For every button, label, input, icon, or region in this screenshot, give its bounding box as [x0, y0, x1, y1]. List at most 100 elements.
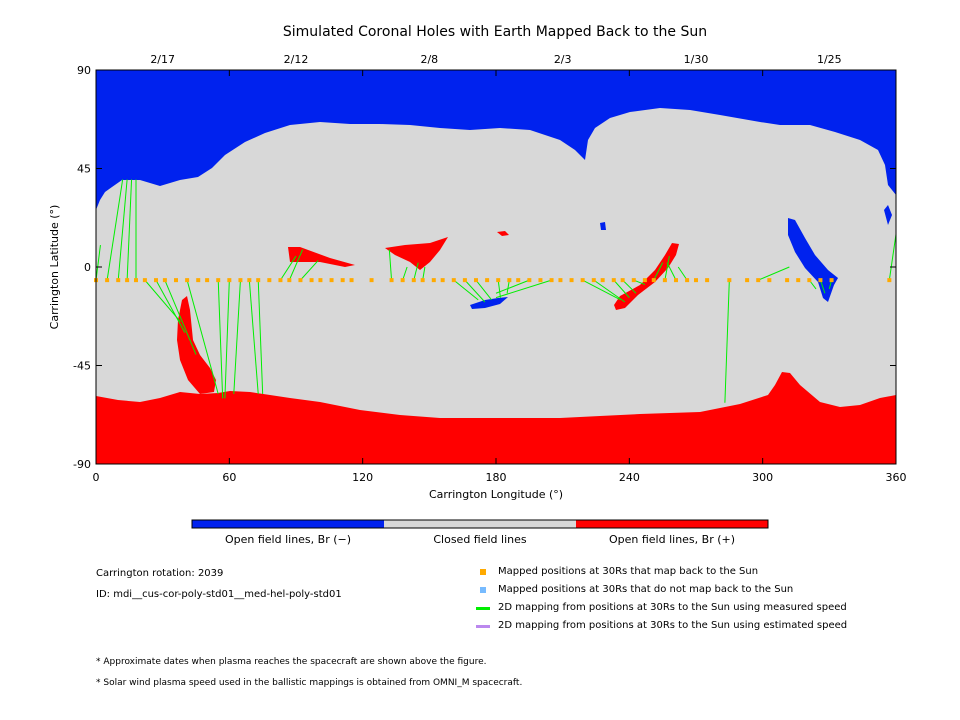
mapped-point: [116, 278, 121, 283]
mapping-line: [126, 179, 133, 281]
footnote-omni: * Solar wind plasma speed used in the ba…: [96, 678, 523, 688]
mapped-point: [705, 278, 710, 283]
carrington-rotation-text: Carrington rotation: 2039: [96, 568, 224, 579]
mapped-point: [451, 278, 456, 283]
mapped-point: [756, 278, 761, 283]
footnote-dates: * Approximate dates when plasma reaches …: [96, 657, 487, 667]
colorbar-negative: [192, 520, 384, 528]
mapped-point: [642, 278, 647, 283]
mapped-point: [674, 278, 678, 283]
plot-area: [94, 69, 897, 465]
mapped-point: [887, 278, 892, 283]
mapped-point: [174, 278, 178, 283]
mapped-point: [462, 278, 467, 283]
mapped-point: [785, 278, 790, 283]
y-tick-label: -45: [73, 360, 91, 373]
mapped-point: [238, 278, 243, 283]
y-tick-label: -90: [73, 458, 91, 471]
mapping-line: [155, 279, 186, 333]
negative-speck-coronal-hole: [600, 222, 606, 230]
purple-line-icon: [476, 625, 490, 628]
mapping-line: [888, 234, 897, 281]
mapping-line: [300, 260, 319, 281]
negative-equatorial-coronal-hole-2: [788, 218, 838, 302]
x-tick-label: 360: [886, 471, 907, 484]
legend-label: Mapped positions at 30Rs that map back t…: [498, 566, 759, 577]
positive-wedge-coronal-hole-2: [385, 237, 448, 270]
mapping-line: [453, 279, 479, 301]
south-coronal-hole: [96, 372, 896, 464]
mapping-line: [593, 279, 626, 303]
mapping-line: [257, 280, 264, 394]
mapping-line: [413, 262, 419, 281]
model-id-text: ID: mdi__cus-cor-poly-std01__med-hel-pol…: [96, 589, 342, 600]
mapped-point: [620, 278, 625, 283]
mapping-line: [95, 245, 101, 281]
colorbar-label-positive: Open field lines, Br (+): [608, 533, 736, 546]
mapping-line: [388, 249, 393, 281]
x-tick-label: 180: [486, 471, 507, 484]
mapped-point: [340, 278, 345, 283]
mapping-line: [724, 280, 730, 403]
mapped-point: [185, 278, 190, 283]
colorbar-label-negative: Open field lines, Br (−): [224, 533, 352, 546]
mapped-point: [558, 278, 563, 283]
mapping-line: [464, 279, 486, 303]
date-label: 2/17: [150, 53, 175, 66]
mapped-point: [318, 278, 323, 283]
mapped-point: [134, 278, 138, 283]
mapping-line: [164, 279, 197, 355]
mapped-point: [600, 278, 605, 283]
mapping-line: [233, 280, 241, 394]
mapping-line: [613, 279, 630, 298]
mapped-point: [431, 278, 436, 283]
mapped-point: [154, 278, 158, 283]
mapped-point: [745, 278, 750, 283]
y-tick-label: 90: [77, 64, 91, 77]
mapped-point: [474, 278, 478, 283]
positive-tongue-coronal-hole: [177, 296, 216, 394]
mapped-point: [400, 278, 405, 283]
mapping-line: [677, 266, 688, 281]
x-axis-label: Carrington Longitude (°): [429, 488, 563, 501]
mapped-points: [94, 278, 892, 283]
mapped-point: [611, 278, 616, 283]
positive-wedge-coronal-hole-1: [288, 247, 355, 267]
mapped-point: [227, 278, 232, 283]
positive-speck-coronal-hole: [497, 231, 509, 236]
mapped-point: [662, 278, 667, 283]
mapped-point: [105, 278, 110, 283]
chart-title: Simulated Coronal Holes with Earth Mappe…: [283, 24, 707, 40]
mapping-line: [224, 280, 230, 399]
positive-streak-coronal-hole: [614, 243, 679, 310]
negative-equatorial-coronal-hole-1: [470, 297, 508, 309]
mapped-point: [767, 278, 772, 283]
orange-square-icon: [480, 569, 486, 575]
date-label: 2/8: [420, 53, 438, 66]
mapped-point: [256, 278, 261, 283]
legend-item-estimated: 2D mapping from positions at 30Rs to the…: [476, 617, 847, 635]
mapping-line: [664, 255, 670, 281]
colorbar-positive: [576, 520, 768, 528]
mapped-point: [651, 278, 656, 283]
date-label: 2/3: [554, 53, 572, 66]
mapping-line: [280, 255, 297, 281]
mapping-line: [506, 280, 510, 294]
y-axis: 90 45 0 -45 -90: [73, 64, 896, 471]
mapping-line: [622, 279, 637, 294]
mapping-line: [495, 279, 552, 299]
mapped-point: [142, 278, 147, 283]
negative-edge-coronal-hole: [884, 205, 892, 225]
legend-label: 2D mapping from positions at 30Rs to the…: [498, 602, 847, 613]
mapped-point: [420, 278, 425, 283]
mapped-point: [349, 278, 354, 283]
mapped-point: [829, 278, 834, 283]
north-coronal-hole: [96, 70, 896, 210]
mapping-line: [248, 280, 259, 394]
legend-label: 2D mapping from positions at 30Rs to the…: [498, 620, 848, 631]
info-block: Carrington rotation: 2039 ID: mdi__cus-c…: [96, 563, 342, 605]
mapped-point: [267, 278, 272, 283]
mapping-line: [288, 249, 304, 281]
mapped-point: [440, 278, 445, 283]
